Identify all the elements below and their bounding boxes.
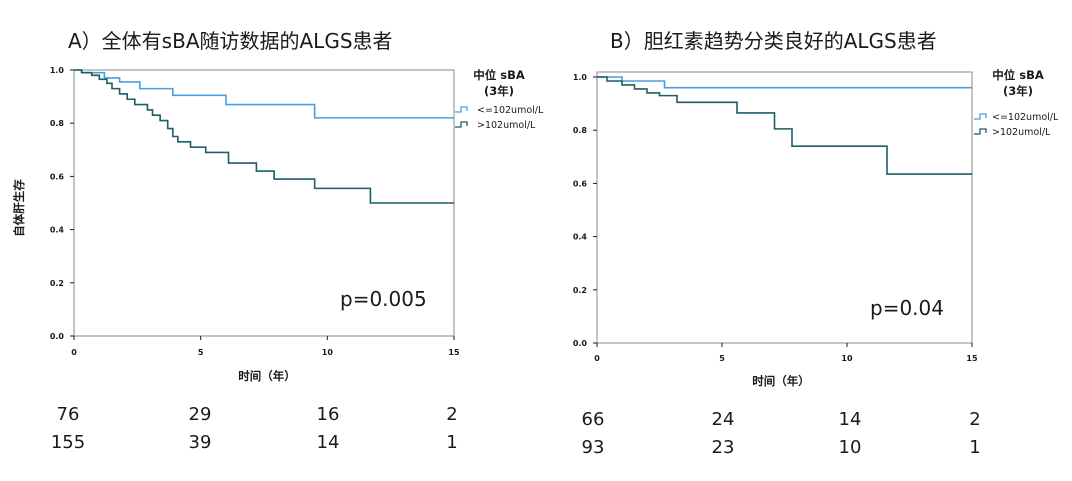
- panel-b-title: B）胆红素趋势分类良好的ALGS患者: [610, 29, 937, 53]
- panel-b-xtick-label: 5: [719, 354, 725, 363]
- panel-b-risk-cell: 66: [582, 409, 605, 430]
- panel-a-ytick-label: 0.8: [50, 119, 65, 128]
- panel-b-chart: B）胆红素趋势分类良好的ALGS患者 时间（年） 中位 sBA (3年) <=1…: [573, 29, 1059, 458]
- panel-b-legend-low-icon: [974, 113, 987, 120]
- panel-b-ytick-label: 0.6: [573, 179, 588, 188]
- panel-b-xlabel: 时间（年）: [752, 374, 810, 388]
- panel-a-legend-low-icon: [455, 106, 468, 113]
- panel-b-ytick-label: 0.4: [573, 233, 588, 242]
- panel-a-xtick-label: 5: [198, 348, 204, 357]
- panel-a-legend-high-icon: [455, 121, 468, 128]
- panel-b-risk-cell: 2: [969, 409, 980, 430]
- panel-b-risk-cell: 24: [712, 409, 735, 430]
- panel-a-p-value: p=0.005: [340, 287, 427, 311]
- panel-b-risk-cell: 14: [839, 409, 862, 430]
- panel-a-risk-cell: 1: [446, 432, 457, 453]
- panel-b-xtick-label: 15: [966, 354, 978, 363]
- panel-b-p-value: p=0.04: [870, 296, 944, 320]
- panel-b-xtick-label: 10: [841, 354, 853, 363]
- panel-a-risk-cell: 29: [189, 404, 212, 425]
- panel-b-legend-label-high: >102umol/L: [992, 127, 1051, 138]
- panel-b-ytick-label: 0.2: [573, 286, 587, 295]
- panel-a-title: A）全体有sBA随访数据的ALGS患者: [68, 29, 393, 53]
- panel-a-legend-label-high: >102umol/L: [477, 120, 536, 131]
- panel-b-risk-cell: 10: [839, 437, 862, 458]
- panel-a-ytick-label: 0.0: [50, 332, 65, 341]
- panel-a-series-high-line: [74, 69, 454, 204]
- panel-a-risk-cell: 155: [51, 432, 85, 453]
- panel-a-ytick-label: 0.2: [50, 279, 64, 288]
- panel-a-xtick-label: 0: [71, 348, 77, 357]
- panel-b-legend-high-icon: [974, 128, 987, 135]
- panel-a-risk-cell: 39: [189, 432, 212, 453]
- panel-b-risk-cell: 93: [582, 437, 605, 458]
- panel-a-ytick-label: 0.4: [50, 226, 65, 235]
- panel-b-xtick-label: 0: [594, 354, 600, 363]
- panel-a-xtick-label: 15: [448, 348, 460, 357]
- panel-a-ytick-label: 1.0: [50, 66, 65, 75]
- panel-b-series-low-line: [597, 76, 972, 89]
- panel-b-legend-title-line1: 中位 sBA: [992, 68, 1044, 82]
- panel-b-legend-label-low: <=102umol/L: [992, 112, 1059, 123]
- panel-b-risk-cell: 1: [969, 437, 980, 458]
- panel-b-ytick-label: 0.8: [573, 126, 588, 135]
- panel-b-ytick-label: 0.0: [573, 339, 588, 348]
- panel-b-risk-cell: 23: [712, 437, 735, 458]
- panel-a-risk-cell: 16: [317, 404, 340, 425]
- panel-a-xtick-label: 10: [322, 348, 334, 357]
- panel-b-series-high-line: [597, 76, 972, 175]
- panel-a-series-low-line: [74, 69, 454, 119]
- panel-a-chart: A）全体有sBA随访数据的ALGS患者 自体肝生存 时间（年） 中位 sBA (…: [12, 29, 544, 453]
- panel-a-ytick-label: 0.6: [50, 172, 65, 181]
- panel-a-xlabel: 时间（年）: [238, 369, 296, 383]
- panel-b-ytick-label: 1.0: [573, 73, 588, 82]
- panel-a-legend-title-line1: 中位 sBA: [473, 68, 525, 82]
- panel-a-legend-title-line2: (3年): [484, 84, 514, 98]
- panel-b-plot-frame: [596, 71, 973, 344]
- panel-a-risk-cell: 14: [317, 432, 340, 453]
- panel-a-risk-cell: 2: [446, 404, 457, 425]
- panel-a-legend-label-low: <=102umol/L: [477, 105, 544, 116]
- panel-a-risk-cell: 76: [57, 404, 80, 425]
- panel-a-ylabel: 自体肝生存: [12, 179, 26, 237]
- panel-b-legend-title-line2: (3年): [1003, 84, 1033, 98]
